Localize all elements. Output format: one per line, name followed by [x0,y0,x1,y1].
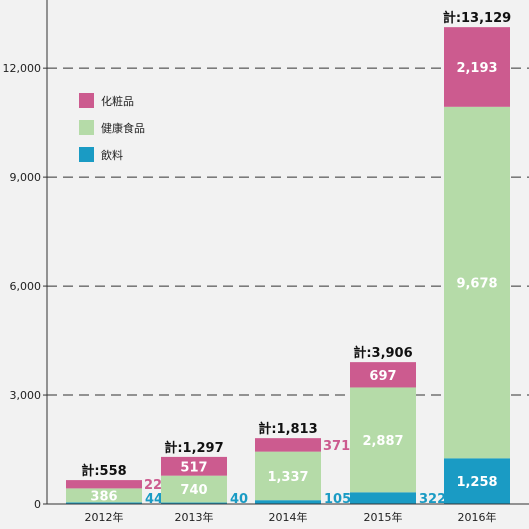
bar-segment [161,502,227,504]
y-tick-label: 0 [34,498,41,511]
x-tick-label: 2015年 [364,510,403,524]
x-tick-label: 2012年 [85,510,124,524]
data-label: 517 [180,460,207,475]
x-tick-label: 2013年 [175,510,214,524]
bars: 386 44228計:55874051740計:1,2971,337105371計… [66,10,511,507]
legend-swatch [79,93,94,108]
bar-segment [161,456,227,476]
legend-label: 健康食品 [101,121,145,135]
legend-swatch [79,120,94,135]
data-label: 1,258 [456,475,497,490]
y-axis: 0 3,000 6,000 9,000 12,000 [3,0,48,511]
bar-segment [255,438,321,452]
data-label: 322 [419,492,446,507]
x-tick-label: 2014年 [269,510,308,524]
total-label: 計:1,297 [164,440,223,456]
data-label: 9,678 [456,277,497,292]
bar-segment [161,475,227,503]
data-label: 105 [324,492,351,507]
data-label: 740 [180,483,207,498]
bar-segment [350,492,416,504]
total-label: 計:3,906 [353,345,412,361]
legend-swatch [79,147,94,162]
x-axis: 2012年 2013年 2014年 2015年 2016年 [47,503,529,524]
data-label: 2,193 [456,61,497,76]
data-label: 697 [369,369,396,384]
total-label: 計:558 [81,463,126,479]
total-label: 計:13,129 [443,10,511,26]
bar-segment [444,106,510,459]
legend-label: 飲料 [101,148,123,162]
y-tick-label: 12,000 [3,62,42,75]
y-tick-label: 9,000 [10,171,42,184]
y-tick-label: 6,000 [10,280,42,293]
bar-segment [350,387,416,493]
data-label: 371 [323,439,350,454]
bar-segment [255,500,321,504]
data-label: 1,337 [267,470,308,485]
data-label: 40 [230,492,248,507]
total-label: 計:1,813 [258,421,317,437]
data-label: 2,887 [362,434,403,449]
data-label: 386 [90,489,117,504]
data-label: 44 [145,492,163,507]
legend-label: 化粧品 [101,94,134,108]
bar-segment [444,27,510,107]
bar-segment [66,488,142,503]
bar-segment [350,362,416,388]
bar-segment [255,451,321,501]
bar-segment [66,502,142,504]
y-tick-label: 3,000 [10,389,42,402]
bar-segment [444,458,510,504]
bar-segment [66,480,142,489]
x-tick-label: 2016年 [458,510,497,524]
